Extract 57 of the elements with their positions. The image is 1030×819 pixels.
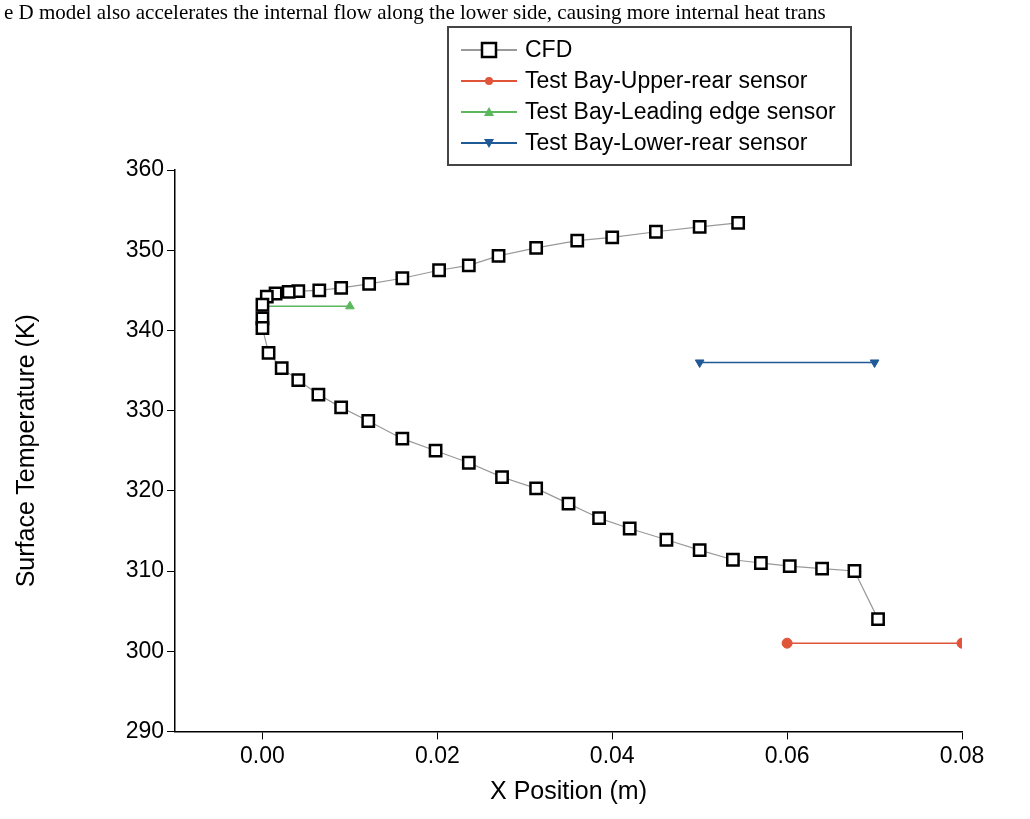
- point: [461, 455, 476, 470]
- y-axis-title: Surface Temperature (K): [10, 314, 39, 588]
- point: [395, 431, 410, 446]
- point: [361, 414, 376, 428]
- x-axis-title: X Position (m): [490, 775, 647, 804]
- point: [311, 387, 326, 402]
- point: [334, 280, 349, 295]
- legend-label: Test Bay-Upper-rear sensor: [525, 67, 808, 94]
- point: [725, 552, 740, 567]
- x-tick-label: 0.02: [414, 741, 460, 768]
- point: [659, 532, 674, 547]
- y-tick-label: 340: [125, 315, 164, 342]
- x-tick-label: 0.04: [589, 741, 635, 768]
- point: [692, 543, 707, 558]
- y-tick-label: 310: [125, 556, 164, 583]
- point: [461, 258, 476, 273]
- point: [815, 561, 829, 576]
- point: [649, 224, 663, 239]
- point: [847, 564, 862, 578]
- point: [561, 496, 576, 511]
- legend-label: Test Bay-Lower-rear sensor: [525, 129, 808, 156]
- legend-label: Test Bay-Leading edge sensor: [525, 98, 836, 125]
- point: [871, 612, 885, 627]
- point: [432, 263, 446, 278]
- point: [605, 230, 620, 245]
- point: [570, 233, 585, 248]
- point: [334, 400, 349, 415]
- point: [529, 240, 544, 255]
- point: [255, 321, 270, 335]
- y-tick-label: 350: [125, 235, 164, 262]
- point: [753, 556, 768, 570]
- point: [622, 521, 637, 536]
- y-tick-label: 320: [125, 476, 164, 503]
- point: [495, 470, 509, 485]
- point: [428, 443, 443, 458]
- point: [362, 276, 377, 291]
- x-tick-label: 0.06: [764, 741, 810, 768]
- y-tick-label: 290: [125, 716, 164, 743]
- point: [291, 373, 306, 388]
- point: [692, 220, 707, 234]
- point: [281, 285, 296, 299]
- point: [312, 283, 327, 298]
- point: [491, 248, 506, 263]
- point: [731, 216, 746, 230]
- point: [274, 361, 289, 375]
- point: [529, 481, 544, 496]
- y-tick-label: 360: [125, 155, 164, 182]
- point: [261, 345, 276, 360]
- y-tick-label: 300: [125, 636, 164, 663]
- x-tick-label: 0.08: [939, 741, 985, 768]
- point: [592, 511, 607, 525]
- legend-label: CFD: [525, 36, 573, 63]
- point: [395, 271, 410, 286]
- text: e D model also accelerates the internal flow along the lower side, causing more internal heat trans: [4, 0, 826, 24]
- y-tick-label: 330: [125, 395, 164, 422]
- x-tick-label: 0.00: [240, 741, 285, 768]
- point: [782, 559, 797, 574]
